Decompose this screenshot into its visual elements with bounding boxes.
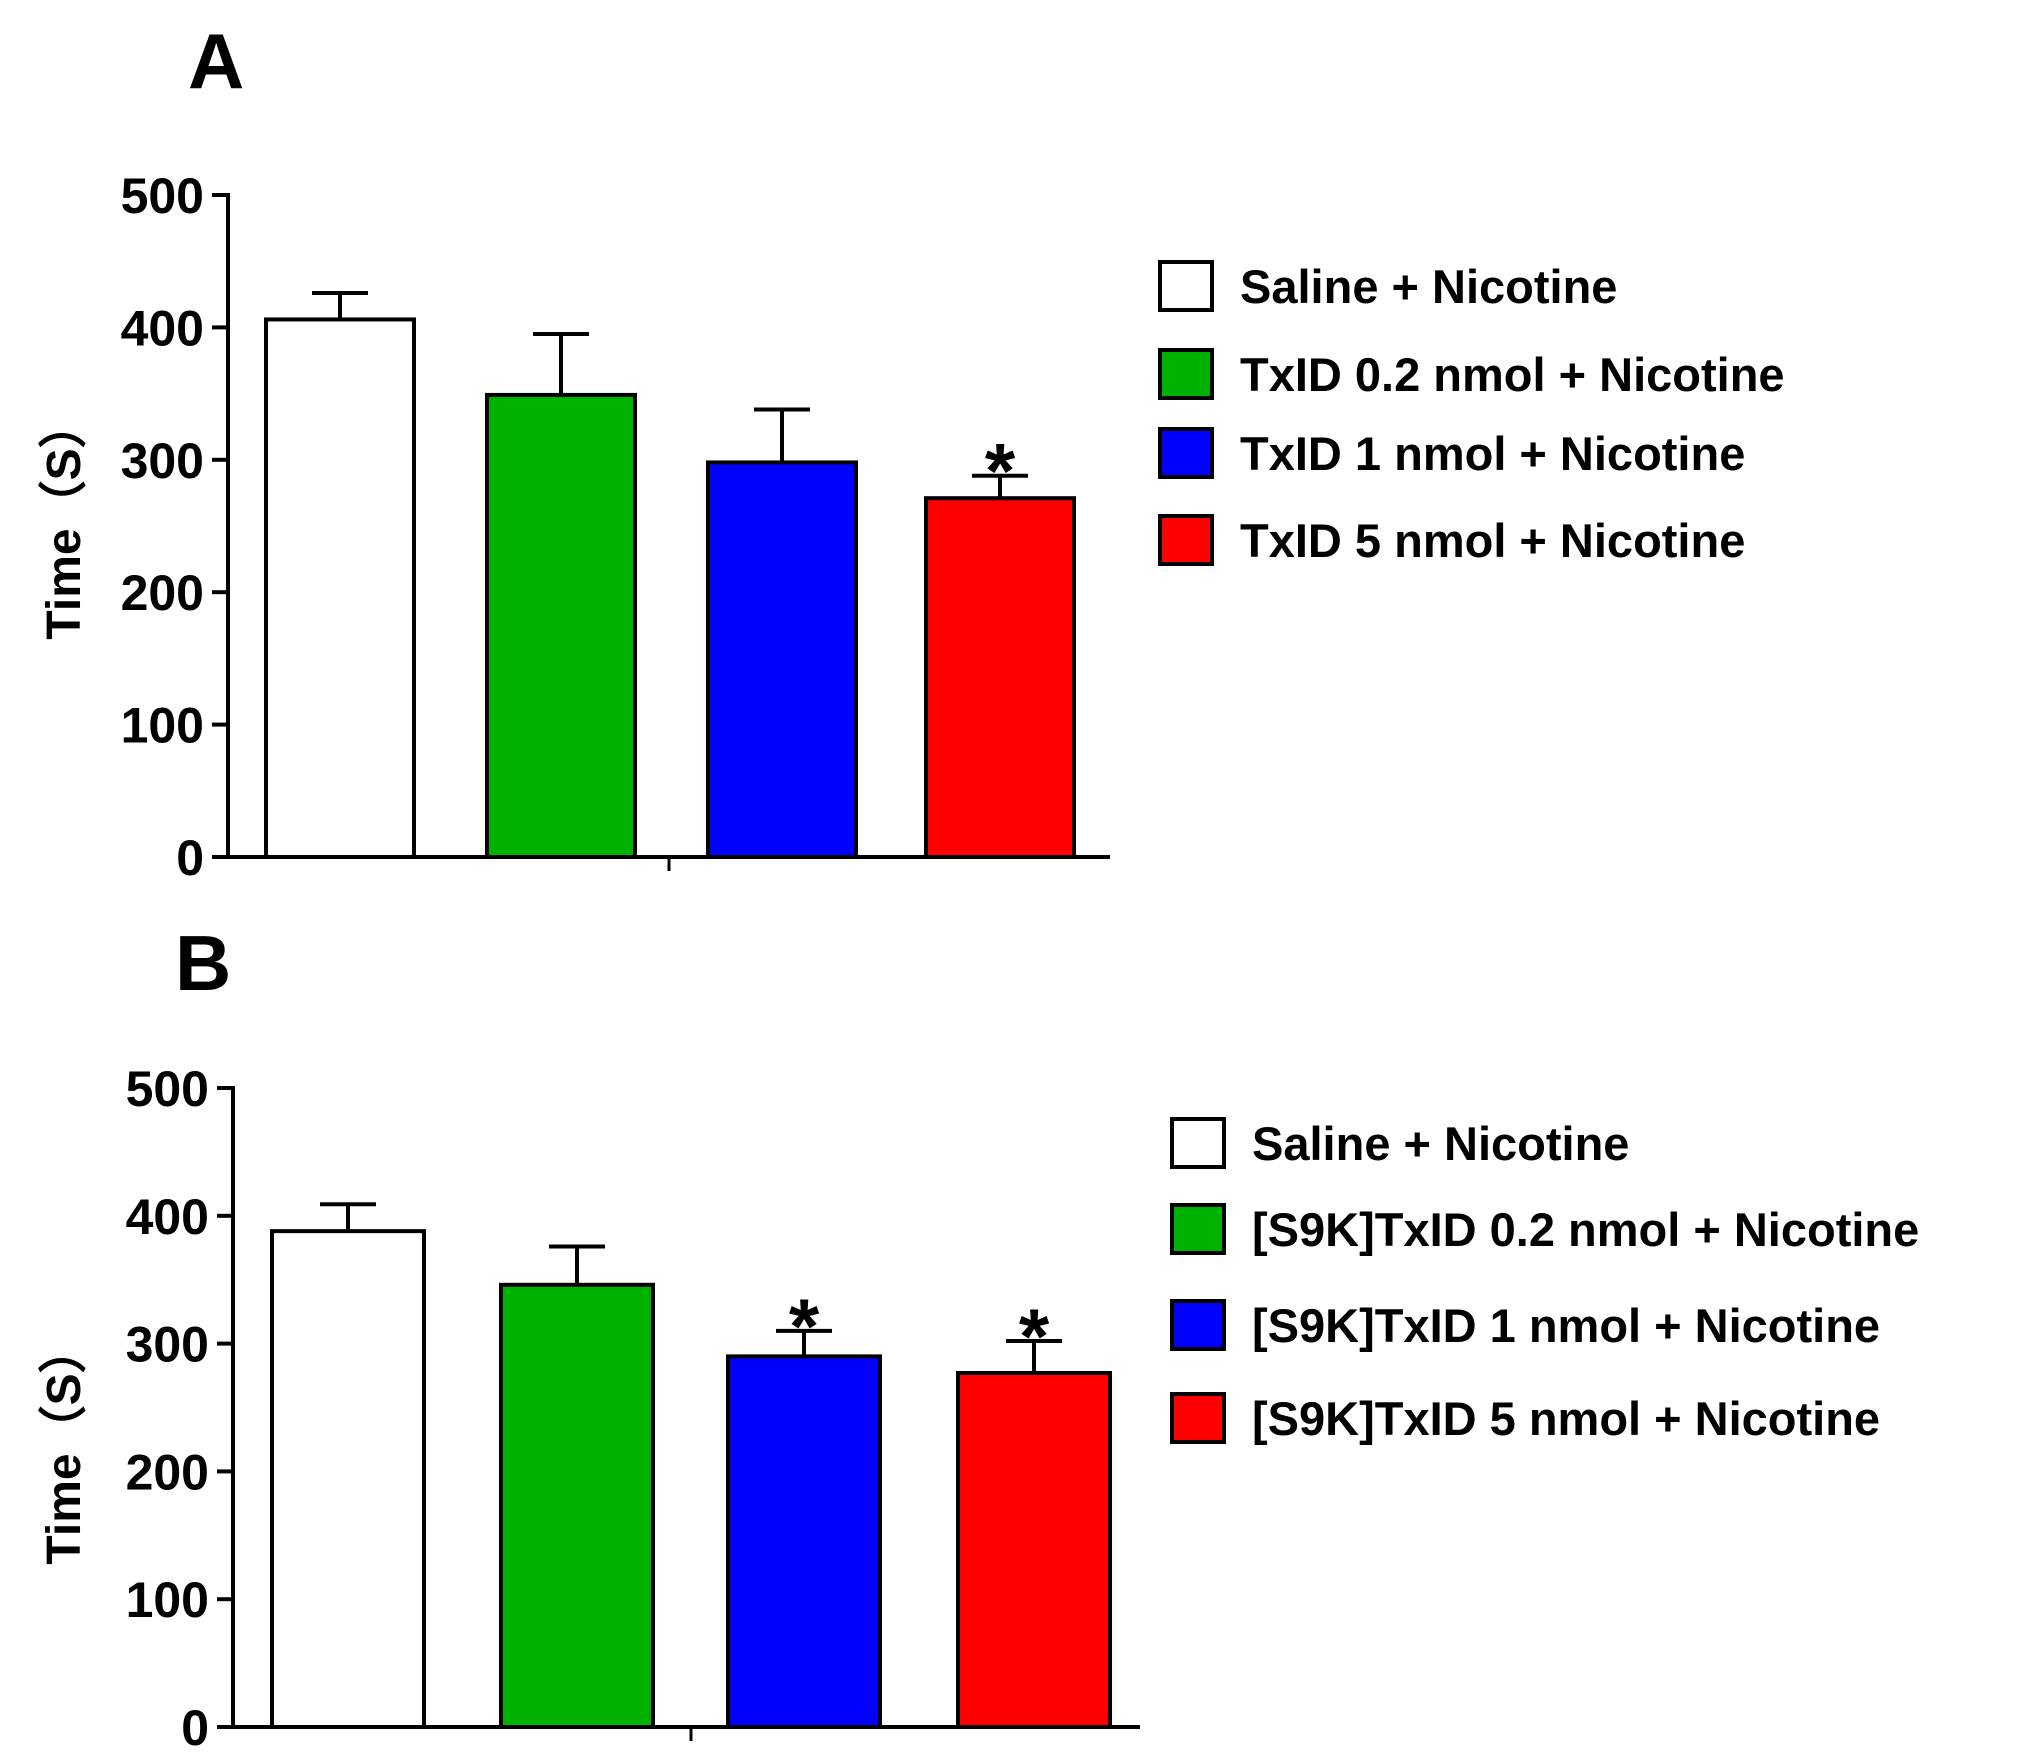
significance-mark: *: [1019, 1292, 1050, 1380]
panel-a: A 0 100 200 300 400 500 Time（S） * Saline + Nico…: [38, 17, 1785, 886]
bar: [499, 1282, 655, 1729]
legend-swatch: [1170, 1203, 1226, 1255]
legend-swatch: [1158, 348, 1214, 400]
legend-label: TxID 0.2 nmol + Nicotine: [1240, 348, 1785, 401]
y-axis-title: Time（S）: [38, 1325, 91, 1564]
y-tick-label: 400: [121, 300, 204, 356]
y-tick-label: 200: [121, 565, 204, 621]
legend-label: [S9K]TxID 0.2 nmol + Nicotine: [1252, 1203, 1919, 1256]
legend-label: [S9K]TxID 5 nmol + Nicotine: [1252, 1392, 1880, 1445]
y-tick-label: 500: [126, 1061, 209, 1117]
legend-swatch: [1170, 1299, 1226, 1351]
panel-a-label: A: [188, 17, 244, 105]
significance-mark: *: [985, 427, 1016, 515]
y-tick-label: 0: [176, 830, 204, 886]
panel-b-label: B: [175, 919, 231, 1007]
legend-swatch: [1170, 1117, 1226, 1169]
y-tick-label: 300: [121, 433, 204, 489]
y-tick-label: 100: [126, 1572, 209, 1628]
y-tick-label: 0: [181, 1700, 209, 1756]
bar: [264, 317, 416, 859]
legend-label: TxID 1 nmol + Nicotine: [1240, 427, 1745, 480]
panel-b-plot: 0 100 200 300 400 500 Time（S） * *: [38, 1061, 1140, 1756]
legend-swatch: [1170, 1392, 1226, 1444]
legend-swatch: [1158, 514, 1214, 566]
y-tick-label: 500: [121, 168, 204, 224]
y-tick-label: 200: [126, 1444, 209, 1500]
bar: [924, 496, 1076, 859]
legend-label: Saline + Nicotine: [1240, 260, 1617, 313]
legend-label: Saline + Nicotine: [1252, 1117, 1629, 1170]
bar: [485, 392, 637, 859]
legend-swatch: [1158, 260, 1214, 312]
y-tick-label: 100: [121, 698, 204, 754]
y-axis-title: Time（S）: [38, 400, 91, 639]
bar: [706, 460, 858, 859]
significance-mark: *: [789, 1282, 820, 1370]
legend-label: [S9K]TxID 1 nmol + Nicotine: [1252, 1299, 1880, 1352]
y-tick-label: 400: [126, 1189, 209, 1245]
panel-b: B 0 100 200 300 400 500 Time（S） * * Saline + Nic…: [38, 919, 1919, 1756]
panel-a-plot: 0 100 200 300 400 500 Time（S） *: [38, 168, 1110, 886]
bar: [270, 1229, 426, 1729]
legend-swatch: [1158, 427, 1214, 479]
panel-a-legend: Saline + Nicotine TxID 0.2 nmol + Nicotin…: [1158, 260, 1785, 567]
bar: [726, 1354, 882, 1729]
legend-label: TxID 5 nmol + Nicotine: [1240, 514, 1745, 567]
y-tick-label: 300: [126, 1317, 209, 1373]
bar: [956, 1370, 1112, 1730]
panel-b-legend: Saline + Nicotine [S9K]TxID 0.2 nmol + Ni…: [1170, 1117, 1919, 1445]
